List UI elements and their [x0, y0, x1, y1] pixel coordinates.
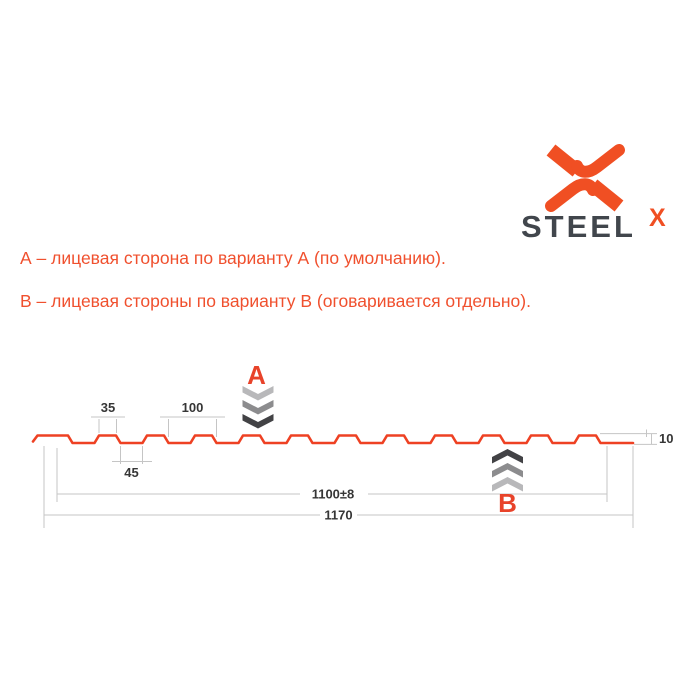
variant-b-letter: B [498, 488, 517, 518]
logo-arm-top-right-hook [571, 144, 625, 178]
note-variant-a: А – лицевая сторона по варианту А (по ум… [20, 248, 446, 268]
chevron-down-icon [242, 400, 274, 415]
chevron-up-icon [492, 449, 523, 464]
dim-pitch: 100 [160, 400, 225, 437]
note-variant-b: В – лицевая стороны по варианту В (огова… [20, 291, 531, 311]
profile-diagram: 35 100 45 10 1 [31, 360, 673, 528]
dim-height: 10 [600, 429, 673, 446]
dim-working-width-label: 1100±8 [312, 487, 355, 502]
chevron-down-icon [242, 414, 274, 429]
dim-valley: 45 [112, 446, 152, 480]
variant-a-letter: A [247, 360, 266, 390]
dim-height-label: 10 [659, 431, 673, 446]
brand-wordmark: STEEL [521, 209, 636, 244]
dim-overall-width: 1170 [43, 446, 634, 528]
chevron-up-icon [492, 463, 523, 478]
variant-a-marker: A [242, 360, 274, 429]
dim-rib-top: 35 [91, 400, 125, 433]
variant-b-marker: B [492, 449, 523, 518]
dim-rib-top-label: 35 [101, 400, 115, 415]
logo-arm-bottom-left-hook [545, 178, 599, 212]
chevron-up-icon [492, 477, 523, 492]
profile-outline [31, 434, 635, 445]
dim-working-width: 1100±8 [56, 446, 608, 502]
dim-pitch-label: 100 [182, 400, 204, 415]
dim-overall-width-label: 1170 [324, 508, 352, 523]
chevron-down-icon [242, 386, 274, 401]
brand-x-superscript: X [649, 204, 666, 232]
dim-valley-label: 45 [124, 465, 138, 480]
steelx-logo-icon [545, 144, 625, 212]
